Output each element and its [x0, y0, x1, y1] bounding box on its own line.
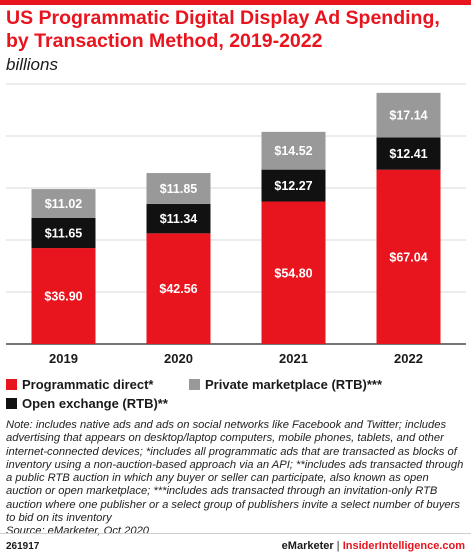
bar-programmatic-direct-2021 — [261, 201, 326, 344]
bar-programmatic-direct-2020 — [146, 233, 211, 344]
brand: eMarketer | InsiderIntelligence.com — [282, 540, 465, 552]
legend: Programmatic direct* Private marketplace… — [6, 372, 466, 412]
data-label-open-exchange-2021: $12.27 — [274, 179, 312, 193]
data-label-open-exchange-2022: $12.41 — [389, 147, 427, 161]
data-label-programmatic-direct-2022: $67.04 — [389, 250, 427, 264]
data-label-private-marketplace-2022: $17.14 — [389, 109, 427, 123]
legend-label-open-exchange: Open exchange (RTB)** — [22, 396, 168, 411]
data-label-private-marketplace-2021: $14.52 — [274, 144, 312, 158]
bar-chart: $36.90 $11.65 $11.02 2019 $42.56 $11.34 $11.85… — [6, 83, 466, 366]
x-tick-label-2022: 2022 — [394, 351, 423, 366]
data-label-private-marketplace-2020: $11.85 — [160, 182, 198, 196]
chart-note: Note: includes native ads and ads on soc… — [6, 419, 466, 539]
bar-open-exchange-2019 — [31, 217, 96, 249]
bar-private-marketplace-2020 — [146, 173, 211, 204]
x-tick-label-2020: 2020 — [164, 351, 193, 366]
data-label-open-exchange-2020: $11.34 — [160, 212, 198, 226]
data-label-programmatic-direct-2021: $54.80 — [274, 266, 312, 280]
bar-open-exchange-2020 — [146, 203, 211, 234]
bar-private-marketplace-2021 — [261, 131, 326, 170]
legend-label-private-marketplace: Private marketplace (RTB)*** — [205, 377, 383, 392]
accent-bar — [0, 0, 471, 5]
legend-label-programmatic-direct: Programmatic direct* — [22, 377, 154, 392]
footer: 261917 eMarketer | InsiderIntelligence.com — [0, 533, 471, 559]
data-label-open-exchange-2019: $11.65 — [45, 226, 83, 240]
source-text: Source: eMarketer, Oct 2020 — [6, 525, 150, 538]
x-tick-label-2019: 2019 — [49, 351, 78, 366]
data-label-programmatic-direct-2019: $36.90 — [44, 290, 82, 304]
bar-programmatic-direct-2022 — [376, 169, 441, 344]
legend-item-programmatic-direct: Programmatic direct* — [6, 377, 154, 392]
data-label-programmatic-direct-2020: $42.56 — [159, 282, 197, 296]
bar-open-exchange-2022 — [376, 137, 441, 170]
note-text: Note: includes native ads and ads on soc… — [6, 419, 464, 525]
chart-code: 261917 — [6, 541, 40, 552]
legend-swatch-private-marketplace — [189, 379, 200, 390]
legend-item-private-marketplace: Private marketplace (RTB)*** — [189, 377, 382, 392]
brand-emarketer: eMarketer — [281, 540, 334, 552]
chart-title: US Programmatic Digital Display Ad Spend… — [6, 7, 440, 52]
legend-item-open-exchange: Open exchange (RTB)** — [6, 396, 168, 411]
bar-programmatic-direct-2019 — [31, 248, 96, 344]
legend-swatch-programmatic-direct — [6, 379, 17, 390]
bar-private-marketplace-2022 — [376, 92, 441, 138]
bar-private-marketplace-2019 — [31, 189, 96, 218]
data-label-private-marketplace-2019: $11.02 — [45, 197, 83, 211]
brand-insider-intelligence: InsiderIntelligence.com — [342, 540, 465, 552]
footer-divider — [0, 533, 471, 534]
chart-subtitle: billions — [6, 55, 58, 74]
brand-separator: | — [336, 540, 340, 552]
legend-swatch-open-exchange — [6, 398, 17, 409]
bar-open-exchange-2021 — [261, 169, 326, 202]
x-tick-label-2021: 2021 — [279, 351, 308, 366]
